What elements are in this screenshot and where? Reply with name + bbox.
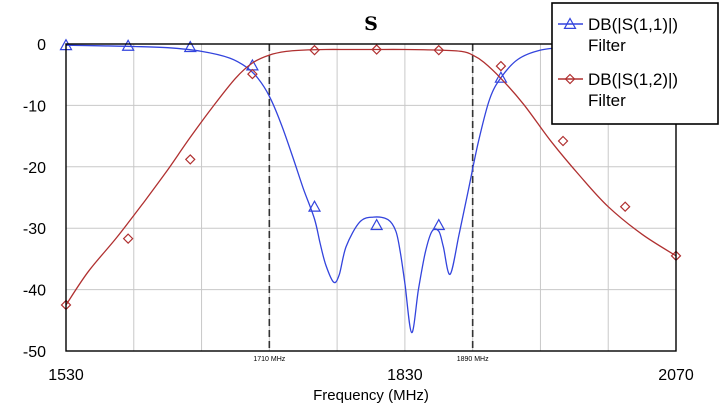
- y-tick-label: 0: [37, 37, 46, 54]
- data-point-marker: [433, 44, 445, 56]
- y-tick-label: -30: [23, 221, 46, 238]
- data-point-marker: [121, 39, 135, 51]
- data-point-marker: [432, 218, 446, 231]
- y-tick-label: -50: [23, 344, 46, 361]
- data-point-marker: [183, 40, 197, 53]
- data-point-marker: [309, 44, 320, 56]
- legend-sublabel: Filter: [588, 91, 626, 110]
- data-point-marker: [247, 68, 258, 80]
- series-line: [65, 44, 677, 334]
- legend-sublabel: Filter: [588, 36, 626, 55]
- y-tick-label: -40: [23, 283, 46, 300]
- data-point-marker: [307, 199, 322, 212]
- frequency-marker-label: 1710 MHz: [253, 356, 285, 363]
- x-tick-label: 1830: [387, 367, 423, 384]
- data-point-marker: [370, 218, 384, 231]
- series-line: [65, 48, 677, 306]
- legend: DB(|S(1,1)|) Filter DB(|S(1,2)|) Filter: [551, 2, 719, 125]
- data-point-marker: [557, 135, 569, 147]
- data-point-marker: [122, 233, 134, 244]
- data-point-marker: [184, 154, 196, 165]
- frequency-markers: 1710 MHz 1890 MHz: [253, 44, 489, 363]
- data-point-marker: [371, 44, 382, 55]
- data-point-marker: [494, 71, 508, 83]
- legend-label: DB(|S(1,1)|): [588, 15, 678, 34]
- y-tick-label: -10: [23, 98, 46, 115]
- y-tick-label: -20: [23, 160, 46, 177]
- legend-marker: [564, 73, 576, 85]
- x-tick-label: 2070: [658, 367, 694, 384]
- data-point-marker: [619, 201, 631, 213]
- chart-title: S: [364, 13, 378, 35]
- legend-box: [551, 2, 719, 125]
- x-tick-label: 1530: [48, 367, 84, 384]
- legend-label: DB(|S(1,2)|): [588, 70, 678, 89]
- frequency-marker-label: 1890 MHz: [457, 356, 489, 363]
- plot-frame: [65, 43, 677, 352]
- legend-marker: [563, 17, 577, 29]
- x-axis-title: Frequency (MHz): [313, 387, 429, 404]
- data-point-marker: [495, 60, 507, 72]
